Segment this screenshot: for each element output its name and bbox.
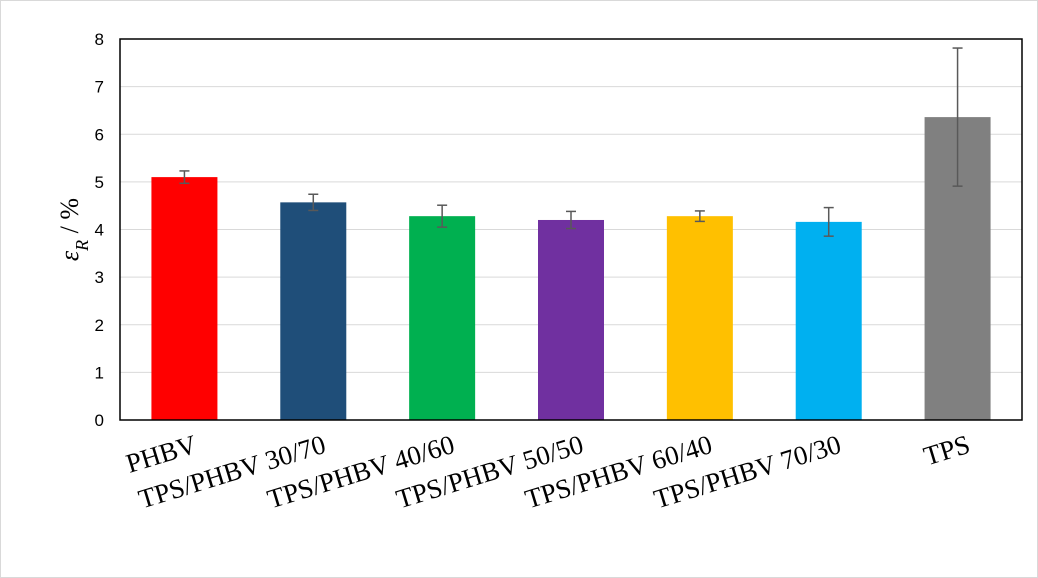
y-axis-label-symbol: ε <box>55 250 84 261</box>
y-tick-label: 2 <box>95 316 104 335</box>
y-axis-label-unit: / % <box>55 198 84 240</box>
bar <box>538 219 604 420</box>
error-bar <box>694 210 705 223</box>
error-bars <box>179 47 963 237</box>
error-bar <box>179 170 190 185</box>
y-tick-label: 3 <box>95 268 104 287</box>
y-axis-label-subscript: R <box>72 240 92 252</box>
y-tick-label: 8 <box>95 30 104 49</box>
error-bar <box>308 193 319 212</box>
bar <box>666 216 733 420</box>
bar <box>409 216 476 420</box>
y-tick-label: 7 <box>95 78 104 97</box>
bar <box>795 221 862 420</box>
bar <box>151 177 218 420</box>
y-tick-label: 0 <box>95 411 104 430</box>
error-bar <box>952 47 963 187</box>
x-category-label: TPS <box>920 429 973 471</box>
plot-area-border <box>119 38 1023 421</box>
gridlines <box>120 86 1022 373</box>
bar <box>280 202 347 420</box>
y-axis-label: εR / % <box>55 198 92 261</box>
error-bar <box>437 204 448 228</box>
error-bar <box>823 206 834 237</box>
y-axis-ticks: 0 1 2 3 4 5 6 7 8 <box>95 30 104 430</box>
error-bar <box>566 210 576 230</box>
bars <box>151 117 991 420</box>
y-tick-label: 6 <box>95 125 104 144</box>
y-tick-label: 5 <box>95 173 104 192</box>
y-tick-label: 1 <box>95 363 104 382</box>
y-tick-label: 4 <box>95 221 104 240</box>
